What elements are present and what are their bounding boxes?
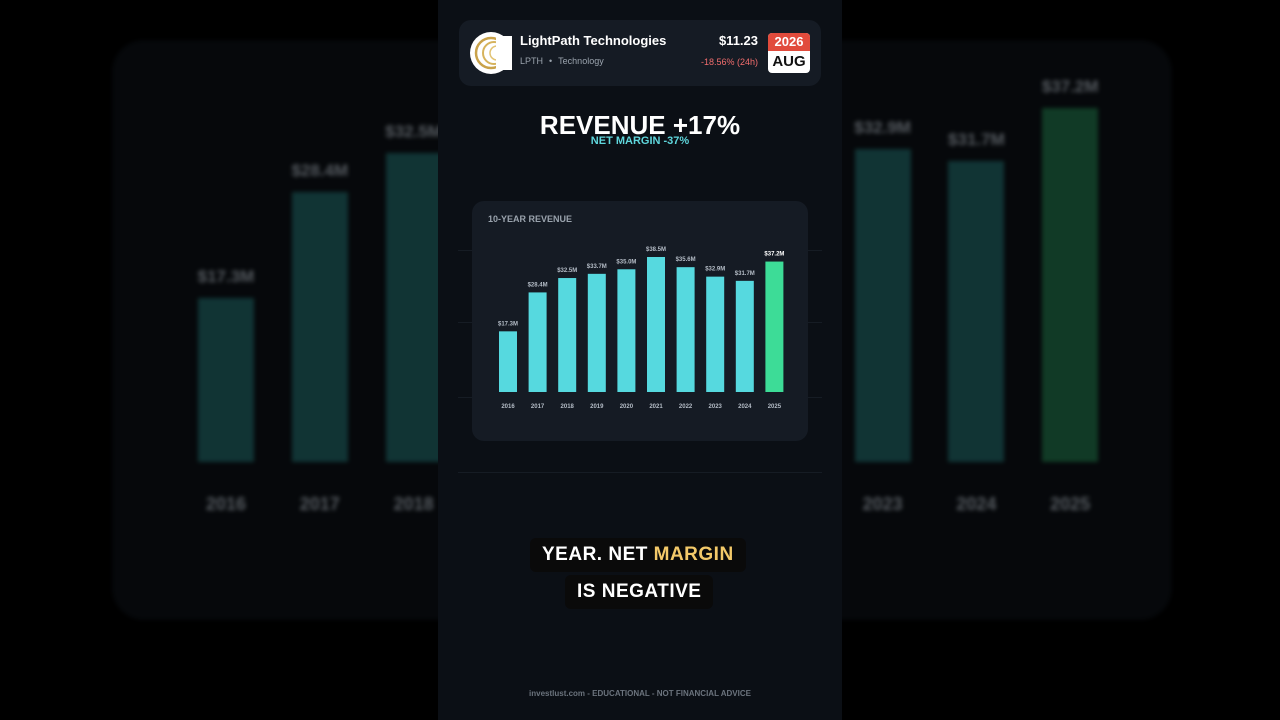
background-bar-2025	[1042, 108, 1099, 462]
bar-value-label: $35.0M	[616, 259, 636, 265]
background-value-label: $17.3M	[197, 266, 255, 286]
revenue-chart-card: 10-YEAR REVENUE $17.3M 2016 $28.4M 2017 $32.…	[472, 201, 808, 441]
stock-price: $11.23	[718, 33, 758, 48]
background-value-label: $31.7M	[948, 129, 1005, 149]
bar-value-label: $32.5M	[557, 268, 577, 274]
background-value-label: $32.5M	[385, 122, 442, 142]
separator-dot: •	[549, 56, 553, 66]
x-tick-label: 2018	[561, 404, 575, 410]
calendar-date-badge: 2026 AUG	[768, 33, 810, 73]
company-name: LightPath Technologies	[520, 33, 667, 48]
x-tick-label: 2022	[679, 404, 693, 410]
background-x-label: 2017	[299, 494, 340, 514]
date-year: 2026	[768, 33, 810, 51]
background-value-label: $28.4M	[291, 161, 349, 180]
bar-value-label: $38.5M	[646, 247, 666, 253]
bar-value-label: $31.7M	[735, 271, 755, 277]
headline: REVENUE +17%	[539, 110, 741, 140]
revenue-bar-2025	[765, 261, 784, 392]
revenue-bar-2016	[499, 331, 517, 392]
revenue-bar-2019	[587, 273, 606, 392]
bar-value-label: $32.9M	[705, 267, 725, 273]
background-bar-2017	[291, 192, 348, 462]
background-bar-2016	[198, 297, 254, 462]
revenue-bar-2020	[617, 269, 636, 392]
crescent-logo-icon	[470, 32, 512, 74]
footer-disclaimer: investlust.com - EDUCATIONAL - NOT FINAN…	[529, 689, 751, 698]
bar-value-label: $35.6M	[676, 257, 696, 263]
background-value-label: $32.9M	[854, 118, 911, 138]
bar-value-label: $33.7M	[587, 264, 607, 270]
caption-line-2: IS NEGATIVE	[565, 575, 714, 609]
background-x-label: 2023	[862, 494, 903, 514]
price-change: -18.56% (24h)	[700, 57, 758, 67]
background-bar-2018	[385, 153, 442, 462]
revenue-bar-2021	[647, 257, 665, 392]
x-tick-label: 2019	[590, 404, 604, 410]
bar-value-label: $28.4M	[528, 282, 548, 288]
revenue-bar-2024	[735, 280, 754, 392]
revenue-bar-2017	[528, 292, 547, 392]
background-bar-2024	[948, 160, 1005, 462]
x-tick-label: 2016	[501, 404, 515, 410]
x-tick-label: 2017	[531, 404, 545, 410]
sector-label: Technology	[558, 56, 604, 66]
background-x-label: 2025	[1050, 494, 1091, 514]
background-value-label: $37.2M	[1041, 77, 1099, 97]
revenue-bar-chart: $17.3M 2016 $28.4M 2017 $32.5M 2018 $33.7M 2019…	[498, 247, 784, 410]
ticker-line: LPTH • Technology	[520, 56, 604, 66]
background-bar-2023	[854, 149, 911, 462]
background-x-label: 2024	[956, 494, 997, 514]
background-x-label: 2016	[205, 494, 247, 514]
ghost-gridline	[458, 472, 822, 473]
caption-line-1: YEAR. NET MARGIN	[530, 538, 746, 572]
subheadline: NET MARGIN -37%	[590, 135, 690, 147]
bar-value-label: $17.3M	[498, 321, 518, 327]
revenue-bar-2018	[558, 278, 577, 392]
x-tick-label: 2020	[620, 404, 634, 410]
bar-value-label: $37.2M	[764, 252, 784, 258]
background-x-label: 2018	[393, 494, 434, 514]
revenue-bar-2022	[676, 267, 695, 392]
x-tick-label: 2025	[768, 404, 782, 410]
date-month: AUG	[772, 53, 806, 70]
caption-text: YEAR. NET	[542, 544, 654, 565]
stock-header-card: LightPath Technologies LPTH • Technology $…	[459, 20, 821, 86]
caption-highlight: MARGIN	[653, 544, 734, 565]
revenue-bar-2023	[706, 276, 725, 392]
x-tick-label: 2023	[709, 404, 723, 410]
shorts-panel: LightPath Technologies LPTH • Technology $…	[438, 0, 842, 720]
x-tick-label: 2024	[738, 404, 752, 410]
ticker-symbol: LPTH	[520, 56, 544, 66]
x-tick-label: 2021	[649, 404, 663, 410]
chart-title: 10-YEAR REVENUE	[488, 214, 573, 224]
